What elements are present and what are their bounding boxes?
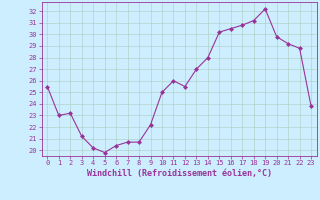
X-axis label: Windchill (Refroidissement éolien,°C): Windchill (Refroidissement éolien,°C) — [87, 169, 272, 178]
